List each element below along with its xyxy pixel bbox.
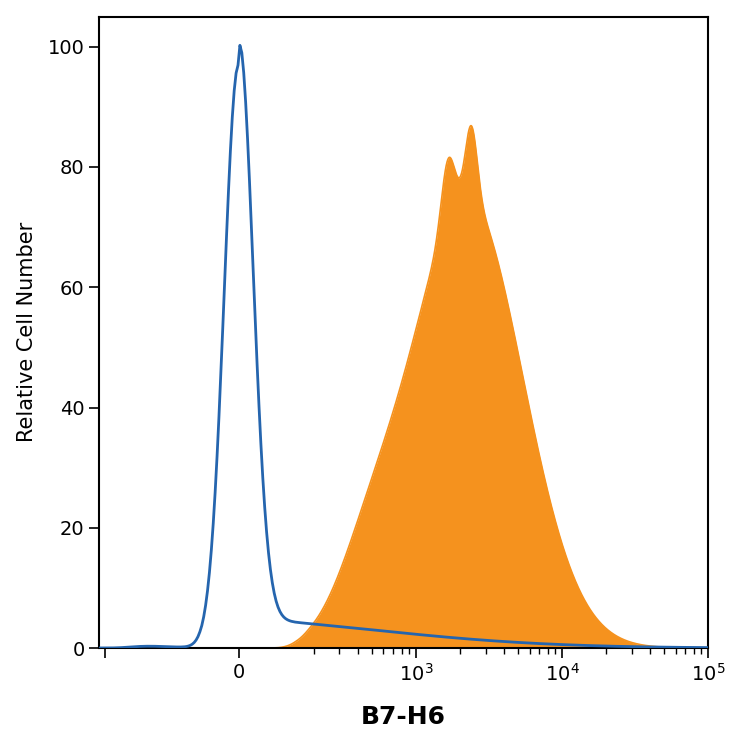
Y-axis label: Relative Cell Number: Relative Cell Number [16,222,36,442]
X-axis label: B7-H6: B7-H6 [361,705,446,730]
